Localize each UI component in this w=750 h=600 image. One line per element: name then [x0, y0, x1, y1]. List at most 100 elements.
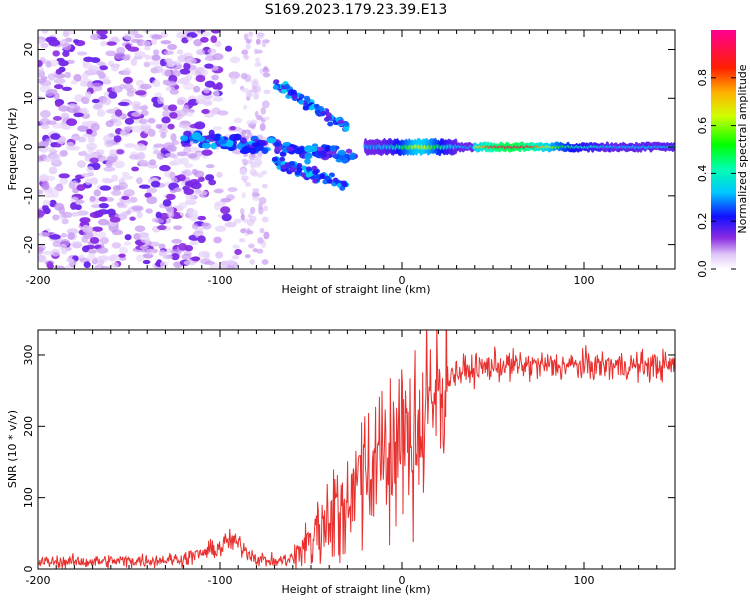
spectrogram-cell: [191, 132, 202, 140]
spectrogram-cell: [319, 173, 326, 179]
spectrogram-cell: [179, 157, 190, 165]
spectrogram-cell: [304, 158, 311, 165]
spectrogram-cell: [125, 43, 132, 50]
spectrogram-cell: [186, 111, 194, 117]
spectrogram-cell: [157, 225, 167, 231]
spectrogram-cell: [73, 73, 82, 82]
spectrogram-cell: [107, 254, 119, 262]
spectrogram-cell: [148, 128, 156, 137]
spectrogram-cell: [121, 195, 130, 200]
spectrogram-cell: [144, 46, 151, 51]
spectrogram-cell: [234, 248, 242, 256]
spectrogram-cell: [201, 69, 209, 76]
spectrogram-cell: [76, 184, 86, 191]
spectrogram-cell: [198, 250, 210, 258]
spectrogram-cell: [165, 248, 173, 253]
spectrogram-cell: [45, 138, 53, 144]
spectrogram-cell: [52, 50, 60, 57]
spectrogram-cell: [53, 185, 63, 191]
spectrogram-cell: [40, 42, 49, 49]
spectrogram-cell: [166, 193, 176, 201]
spectrogram-cell: [239, 208, 245, 215]
spectrogram-cell: [253, 48, 258, 55]
spectrogram-cell: [316, 151, 325, 157]
y-tick-label: 100: [22, 487, 35, 508]
spectrogram-cell: [220, 197, 232, 203]
spectrogram-cell: [146, 187, 158, 194]
y-tick-label: 10: [22, 91, 35, 105]
spectrogram-cell: [327, 121, 334, 127]
spectrogram-cell: [224, 45, 233, 52]
spectrogram-cell: [225, 139, 234, 147]
spectrogram-cell: [187, 209, 199, 217]
spectrogram-cell: [262, 67, 270, 73]
spectrogram-cell: [191, 223, 199, 230]
spectrogram-cell: [195, 188, 202, 194]
x-tick-label: -200: [26, 274, 51, 287]
spectrogram-cell: [136, 211, 143, 219]
spectrogram-cell: [212, 90, 220, 98]
spectrogram-cell: [320, 110, 327, 116]
spectrogram-cell: [171, 238, 183, 244]
spectrogram-cell: [251, 80, 259, 88]
spectrogram-cell: [59, 178, 69, 185]
spectrogram-cell: [131, 125, 144, 133]
spectrogram-cell: [256, 155, 262, 161]
spectrogram-cell: [206, 53, 213, 59]
spectrogram-cell: [286, 146, 294, 152]
spectrogram-cell: [91, 226, 103, 232]
spectrogram-cell: [118, 253, 126, 258]
spectrogram-cell: [111, 261, 119, 269]
spectrogram-cell: [303, 95, 310, 101]
x-tick-label: 100: [574, 274, 595, 287]
spectrogram-cell: [294, 147, 304, 155]
spectrogram-cell: [178, 123, 189, 128]
spectrogram-cell: [290, 89, 297, 95]
spectrogram-cell: [148, 60, 161, 66]
spectrogram-cell: [229, 133, 239, 142]
spectrogram-cell: [89, 236, 100, 244]
spectrogram-cell: [62, 31, 70, 38]
y-tick-label: 300: [22, 344, 35, 365]
spectrogram-cell: [87, 249, 97, 254]
spectrogram-cell: [43, 207, 51, 215]
spectrogram-cell: [212, 84, 220, 90]
spectrogram-cell: [253, 92, 260, 100]
spectrogram-cell: [139, 245, 149, 250]
colorbar-gradient: [711, 30, 736, 269]
spectrogram-cell: [241, 146, 252, 154]
spectrogram-cell: [245, 38, 251, 44]
spectrogram-cell: [52, 214, 60, 221]
spectrogram-cell: [169, 88, 179, 95]
spectrogram-cell: [239, 137, 247, 145]
spectrogram-cell: [52, 115, 62, 121]
spectrogram-cell: [100, 40, 108, 47]
spectrogram-cell: [87, 253, 96, 262]
spectrogram-cell: [305, 172, 312, 178]
spectrogram-cell: [220, 206, 231, 214]
spectrogram-cell: [304, 146, 312, 151]
spectrogram-cell: [221, 213, 232, 222]
spectrogram-cell: [99, 185, 112, 191]
spectrogram-cell: [233, 218, 242, 224]
spectrogram-cell: [213, 188, 224, 194]
spectrogram-cell: [272, 84, 279, 90]
spectrogram-cell: [124, 199, 132, 205]
spectrogram-cell: [176, 31, 188, 39]
spectrogram-cell: [187, 152, 198, 159]
spectrogram-cell: [329, 145, 337, 152]
spectrogram-cell: [110, 64, 120, 72]
spectrogram-cell: [61, 218, 69, 225]
spectrogram-cell: [213, 203, 221, 211]
spectrogram-cell: [261, 259, 269, 265]
spectrogram-cell: [209, 133, 217, 139]
x-tick-label: -100: [208, 274, 233, 287]
spectrogram-cell: [111, 229, 123, 236]
spectrogram-cell: [42, 250, 55, 256]
spectrogram-cell: [81, 245, 90, 253]
spectrogram-cell: [117, 101, 130, 106]
spectrogram-cell: [105, 41, 117, 46]
spectrogram-cell: [161, 116, 171, 124]
spectrogram-cell: [153, 49, 160, 56]
spectrogram-cell: [263, 231, 270, 240]
